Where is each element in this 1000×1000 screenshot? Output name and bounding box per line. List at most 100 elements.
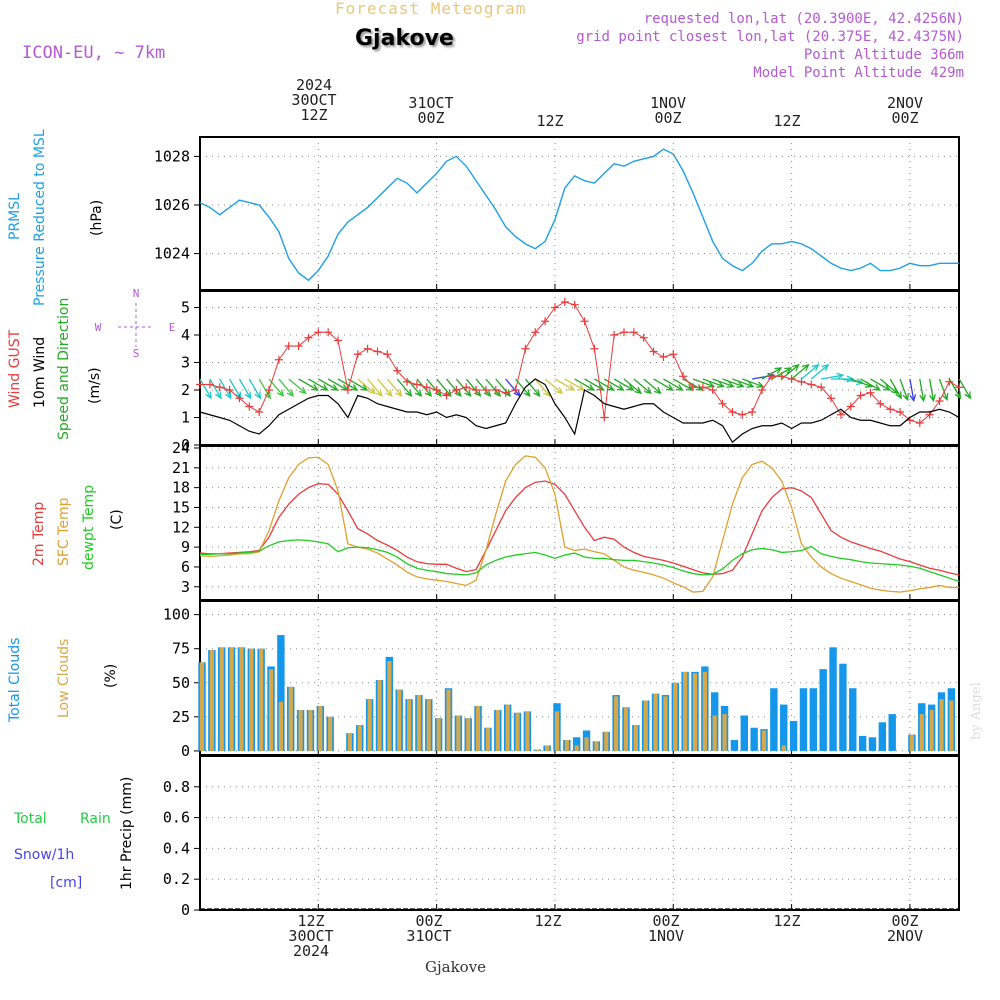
gust-marker	[334, 336, 343, 345]
wind-direction-arrow	[742, 378, 764, 388]
low-cloud-bar	[259, 648, 264, 751]
gust-marker	[619, 328, 628, 337]
low-cloud-bar	[357, 725, 362, 751]
wind-direction-arrow	[554, 378, 575, 391]
low-cloud-bar	[485, 727, 491, 751]
gust-marker	[304, 333, 313, 342]
gust-marker	[294, 342, 303, 350]
low-cloud-bar	[604, 731, 609, 751]
sfc-temp-line	[199, 455, 960, 593]
low-cloud-bar	[692, 673, 698, 751]
wind-arrow-head	[405, 389, 413, 397]
wind-arrow-head	[626, 384, 635, 391]
wind-arrow-head	[483, 389, 492, 397]
gust-marker	[758, 386, 767, 394]
gust-marker	[481, 386, 490, 394]
wind-arrow-head	[414, 389, 423, 397]
wind-arrow-head	[882, 384, 891, 391]
y-tick-label: 100	[163, 606, 190, 624]
wind-direction-arrow	[643, 378, 661, 394]
bottom-axis-label-1: 12Z 30OCT 2024	[288, 912, 334, 960]
y-tick-label: 18	[172, 479, 190, 497]
gust-marker	[491, 386, 500, 394]
bottom-axis-label-6: 00Z 2NOV	[886, 912, 924, 945]
low-cloud-bar	[397, 689, 402, 751]
gust-marker	[728, 408, 737, 416]
low-cloud-bar	[584, 737, 589, 751]
total-cloud-bar	[878, 722, 887, 751]
y-tick-label: 1	[181, 409, 190, 427]
gust-marker	[649, 347, 658, 356]
low-cloud-bar	[436, 718, 441, 751]
gust-marker	[274, 355, 283, 364]
bottom-axis-label-2: 00Z 31OCT	[406, 912, 452, 945]
gust-marker	[886, 405, 895, 414]
pressure-line	[199, 148, 960, 282]
requested-coords: requested lon,lat (20.3900E, 42.4256N)	[643, 11, 964, 27]
gust-marker	[846, 402, 855, 411]
gust-marker	[550, 303, 559, 312]
gust-marker	[265, 386, 274, 394]
total-cloud-bar	[858, 735, 867, 751]
gust-marker	[412, 380, 421, 389]
wind-arrow-head	[330, 384, 339, 391]
low-cloud-bar	[416, 695, 422, 751]
gust-marker	[205, 380, 214, 389]
wind-arrow-head	[224, 391, 232, 400]
y-tick-label: 3	[181, 578, 190, 596]
temp2m-line	[199, 480, 960, 576]
wind-direction-arrow	[199, 378, 212, 399]
y-tick-label: 6	[181, 558, 190, 576]
gust-marker	[403, 377, 412, 386]
wind-direction-arrow	[278, 378, 294, 397]
gust-marker	[363, 344, 372, 353]
low-cloud-bar	[535, 749, 540, 751]
wind-arrow-head	[756, 381, 765, 388]
total-cloud-bar	[770, 688, 778, 751]
wind-direction-arrow	[229, 378, 242, 399]
gust-marker	[541, 317, 550, 326]
wind-direction-arrow	[889, 378, 902, 399]
wind-arrow-head	[215, 391, 222, 400]
wind-direction-arrow	[298, 378, 318, 391]
low-cloud-bar	[643, 700, 648, 751]
low-cloud-bar	[495, 710, 500, 751]
low-cloud-bar	[929, 710, 934, 751]
wind-direction-arrow	[238, 378, 252, 399]
gust-marker	[196, 380, 204, 389]
snow-label: Snow/1h	[14, 847, 75, 863]
wind-arrow-head	[596, 384, 605, 391]
wind-direction-arrow	[821, 374, 843, 380]
gust-marker	[373, 347, 382, 356]
wind-direction-arrow	[574, 378, 595, 391]
wind-direction-arrow	[623, 378, 642, 394]
top-axis-label-3: 12Z	[536, 112, 564, 130]
gust-marker	[422, 383, 431, 392]
gust-marker	[777, 372, 786, 381]
footer-location: Gjakove	[425, 958, 487, 976]
low-cloud-bar	[456, 715, 461, 751]
wind-arrow-head	[716, 381, 725, 388]
low-cloud-bar	[387, 660, 392, 751]
wind-direction-arrow	[544, 378, 563, 394]
gust-marker	[896, 408, 905, 416]
wind-arrow-head	[707, 381, 716, 388]
low-cloud-bar	[761, 730, 767, 751]
wind-direction-arrow	[367, 378, 383, 397]
gust-marker	[738, 410, 747, 419]
low-cloud-bar	[653, 693, 658, 751]
gust-marker	[708, 386, 717, 394]
low-cloud-bar	[318, 705, 323, 751]
wind-arrow-head	[395, 389, 403, 397]
low-cloud-bar	[633, 725, 638, 751]
wind-arrow-head	[311, 384, 319, 391]
low-cloud-bar	[663, 696, 668, 751]
wind-direction-arrow	[258, 378, 271, 399]
wind-direction-arrow	[357, 378, 376, 394]
wind-direction-arrow	[524, 378, 541, 397]
total-cloud-bar	[829, 647, 837, 751]
low-cloud-bar	[702, 671, 707, 751]
wind-arrow-head	[493, 389, 502, 397]
wind-direction-arrow	[928, 378, 935, 401]
panel-frame	[199, 290, 960, 446]
